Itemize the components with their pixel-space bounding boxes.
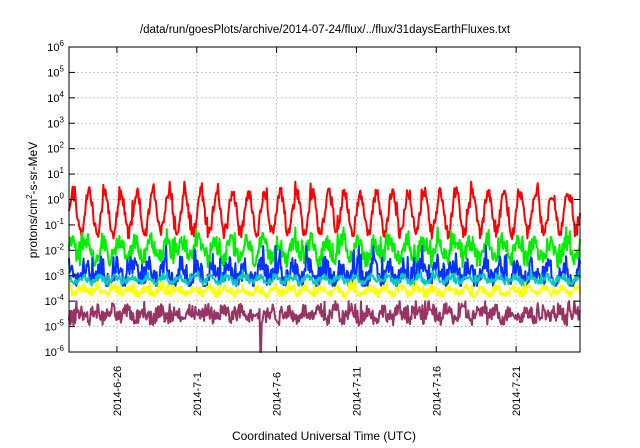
- y-tick-label: 10-1: [45, 217, 65, 232]
- series-line-2: [68, 226, 581, 269]
- x-tick-label: 2014-7-16: [431, 366, 443, 416]
- series-line-1: [68, 180, 581, 240]
- x-tick-label: 2014-7-6: [272, 372, 284, 416]
- y-tick-label: 105: [47, 64, 64, 79]
- y-tick-label: 100: [47, 192, 64, 207]
- y-tick-label: 10-2: [45, 242, 65, 257]
- series-line-5: [68, 280, 581, 299]
- y-tick-label: 106: [47, 39, 64, 54]
- series-layer: [68, 180, 581, 353]
- y-tick-labels: 10-6 10-5 10-4 10-3 10-2 10-1 100 101 102 103 104 1…: [45, 39, 65, 359]
- series-line-4: [68, 269, 581, 287]
- x-tick-labels: 2014-6-26 2014-7-1 2014-7-6 2014-7-11 2014-7…: [112, 366, 523, 416]
- y-axis-label: protons/cm2-s-sr-MeV: [25, 142, 40, 258]
- y-tick-label: 10-4: [45, 293, 65, 308]
- series-line-6: [68, 300, 581, 353]
- x-tick-label: 2014-7-21: [511, 366, 523, 416]
- y-tick-label: 101: [47, 166, 64, 181]
- x-axis-label: Coordinated Universal Time (UTC): [232, 429, 416, 443]
- y-tick-label: 10-3: [45, 268, 65, 283]
- x-tick-label: 2014-7-11: [351, 367, 363, 416]
- chart-title: /data/run/goesPlots/archive/2014-07-24/f…: [140, 24, 511, 36]
- x-tick-label: 2014-6-26: [112, 366, 124, 416]
- y-tick-label: 10-6: [45, 344, 65, 359]
- y-tick-label: 10-5: [45, 319, 65, 334]
- y-tick-label: 104: [47, 90, 64, 105]
- y-tick-label: 103: [47, 115, 64, 130]
- series-line-3: [68, 244, 581, 287]
- y-tick-label: 102: [47, 141, 64, 156]
- x-tick-label: 2014-7-1: [192, 372, 204, 416]
- plot-frame: [68, 46, 581, 353]
